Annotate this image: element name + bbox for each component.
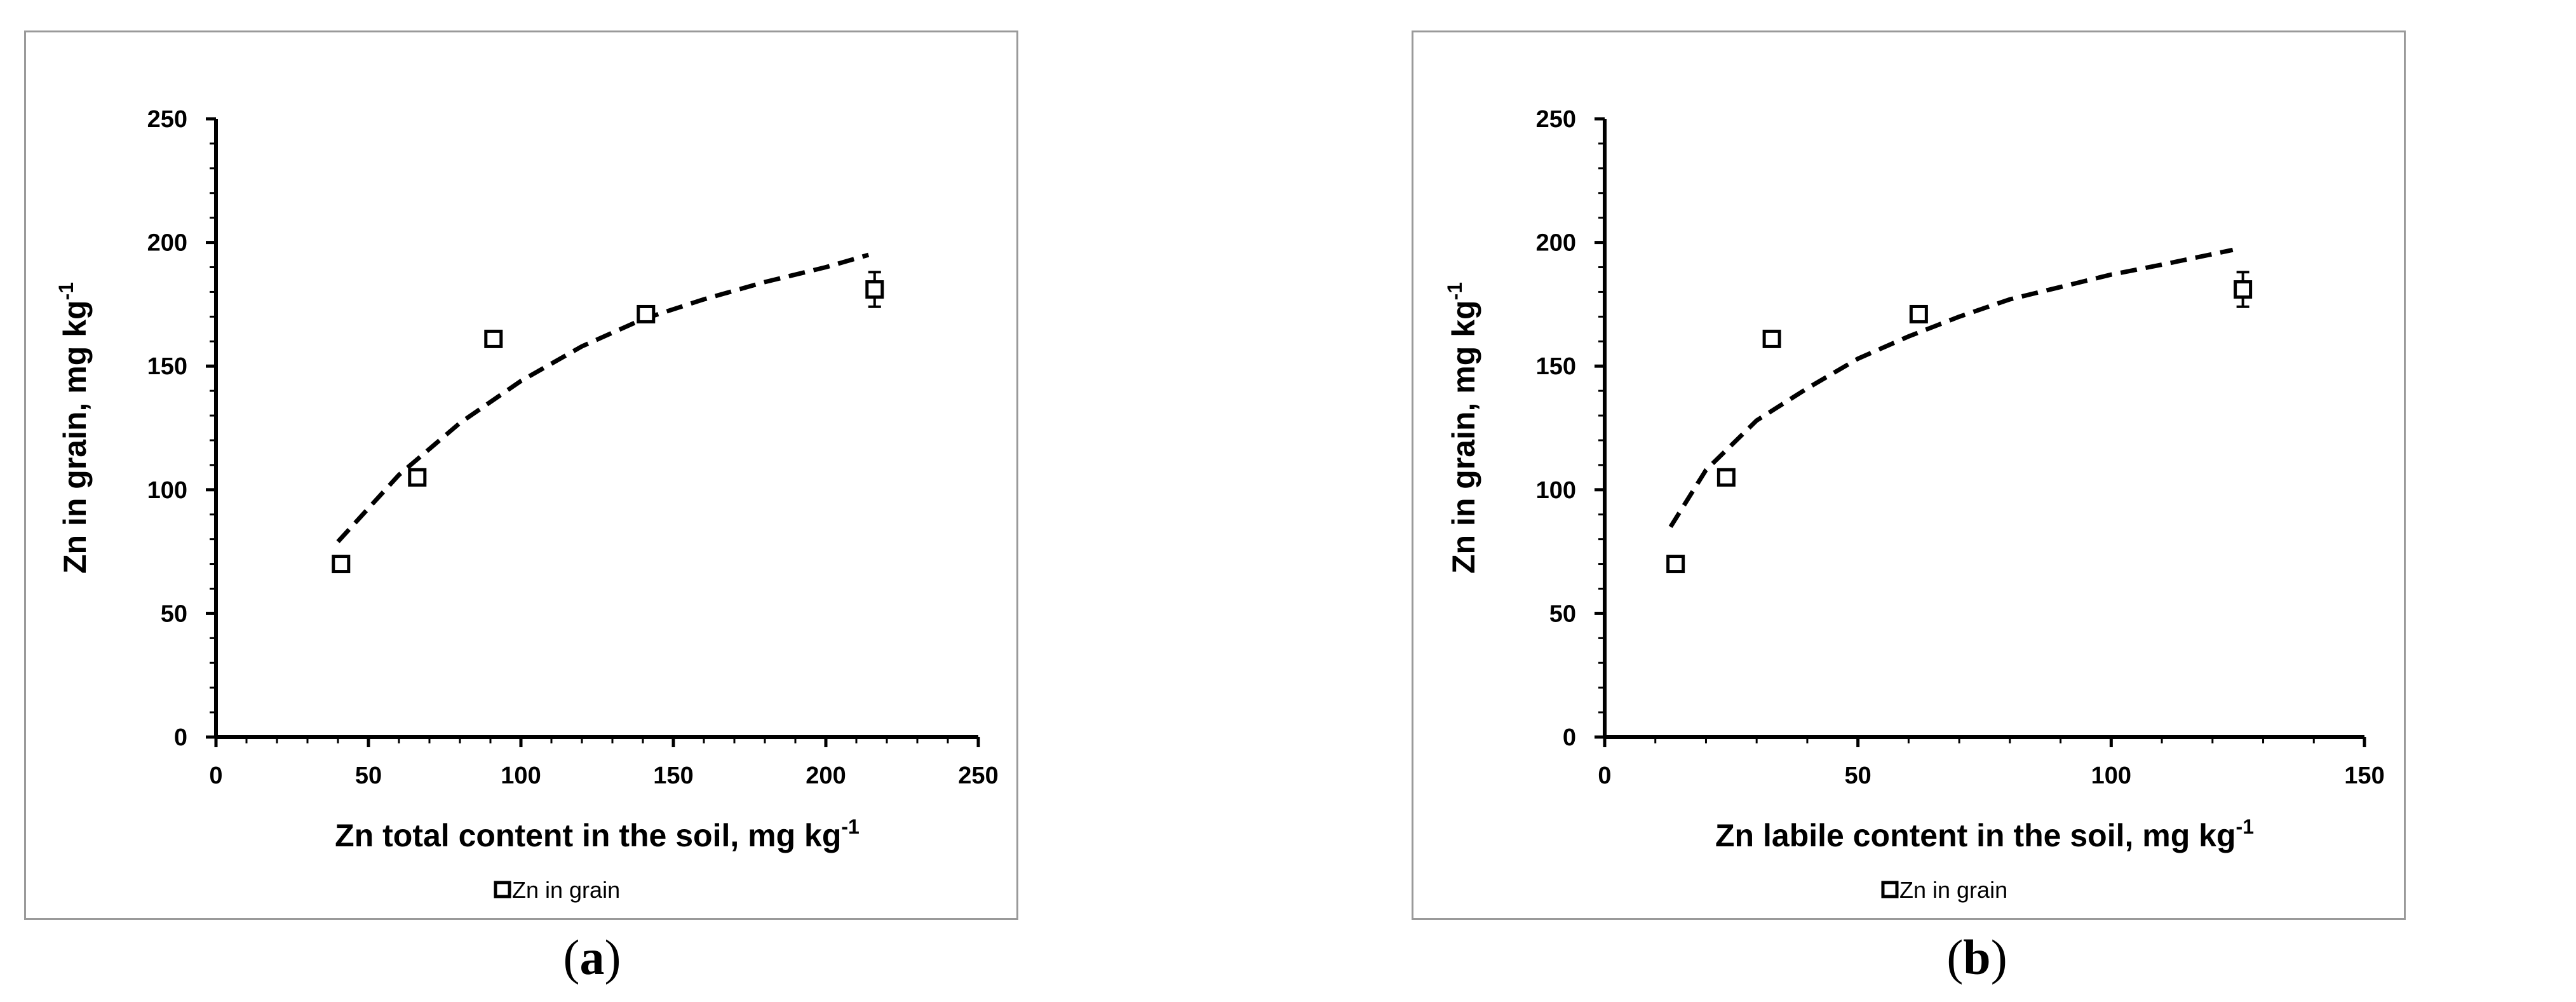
y-axis-title-superscript: -1 (55, 282, 78, 300)
y-axis-title-text: Zn in grain, mg kg (1446, 300, 1481, 574)
x-axis-title-text: Zn labile content in the soil, mg kg (1715, 818, 2236, 853)
y-tick-label: 200 (147, 230, 187, 257)
data-point-open-square (1716, 468, 1736, 487)
x-tick-label: 150 (2344, 762, 2384, 789)
data-point-open-square (1666, 555, 1685, 574)
x-tick-label: 100 (2091, 762, 2131, 789)
x-tick-label: 250 (958, 762, 998, 789)
data-point-open-square (484, 329, 503, 348)
y-tick-label: 100 (1536, 477, 1576, 504)
y-tick-label: 250 (1536, 106, 1576, 133)
legend-marker-open-square (494, 881, 511, 898)
y-axis-title: Zn in grain, mg kg-1 (1443, 282, 1481, 574)
y-axis-title-text: Zn in grain, mg kg (57, 300, 93, 574)
y-tick-label: 100 (147, 477, 187, 504)
legend-label: Zn in grain (1899, 877, 2007, 903)
chart-b: 0 50 100 150 200 250 0 50 100 150 Zn labile conten… (1443, 106, 2385, 903)
legend-marker-open-square (1881, 881, 1899, 898)
panel-label-b: b (1963, 930, 1991, 985)
x-axis-title-text: Zn total content in the soil, mg kg (335, 818, 841, 853)
y-axis-title-superscript: -1 (1443, 282, 1466, 300)
y-tick-label: 0 (174, 724, 187, 751)
y-tick-label: 50 (1549, 600, 1576, 627)
y-tick-label: 150 (147, 353, 187, 380)
data-point-open-square (1909, 304, 1928, 323)
y-tick-label: 150 (1536, 353, 1576, 380)
data-point-open-square (2234, 280, 2253, 299)
legend-label: Zn in grain (512, 877, 620, 903)
x-tick-label: 150 (653, 762, 693, 789)
x-axis-title: Zn total content in the soil, mg kg-1 (335, 815, 860, 853)
x-tick-label: 0 (1598, 762, 1611, 789)
trendline-dashed (336, 252, 870, 543)
data-point-open-square (408, 468, 427, 487)
chart-panel-a (24, 30, 1018, 920)
x-axis-title: Zn labile content in the soil, mg kg-1 (1715, 815, 2254, 853)
x-axis-title-superscript: -1 (2236, 815, 2254, 838)
chart-panel-b (1412, 30, 2406, 920)
data-point-open-square (332, 555, 351, 574)
y-tick-label: 50 (161, 600, 187, 627)
y-axis-title: Zn in grain, mg kg-1 (55, 282, 93, 574)
y-tick-label: 250 (147, 106, 187, 133)
panel-caption-b: (b) (1946, 930, 2007, 985)
data-point-open-square (637, 304, 656, 323)
x-tick-label: 50 (355, 762, 382, 789)
chart-a: 0 50 100 150 200 250 0 50 100 150 200 250 Zn total c… (55, 106, 999, 903)
x-tick-label: 200 (806, 762, 846, 789)
panel-label-a: a (579, 930, 605, 985)
data-point-open-square (865, 280, 884, 299)
data-point-open-square (1762, 329, 1781, 348)
x-tick-label: 0 (209, 762, 222, 789)
panel-caption-a: (a) (563, 930, 621, 985)
x-tick-label: 50 (1845, 762, 1871, 789)
x-axis-title-superscript: -1 (841, 815, 859, 838)
y-tick-label: 200 (1536, 230, 1576, 257)
y-tick-label: 0 (1563, 724, 1576, 751)
x-tick-label: 100 (501, 762, 541, 789)
trendline-dashed (1668, 247, 2234, 529)
